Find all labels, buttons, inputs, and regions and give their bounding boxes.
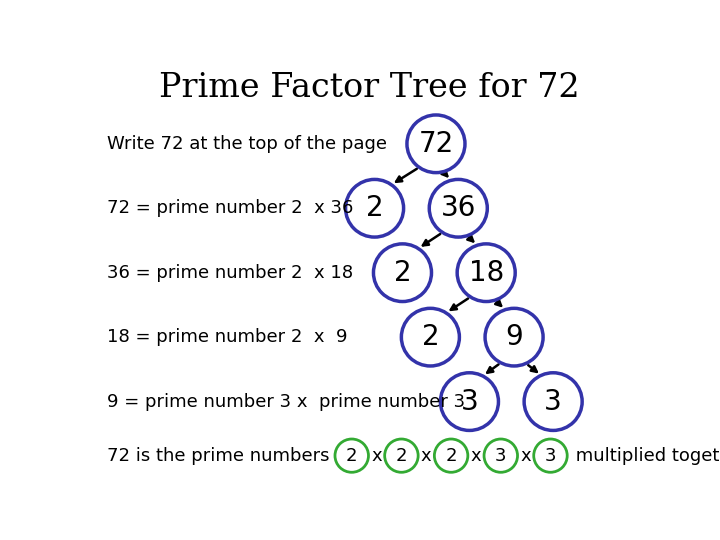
Ellipse shape	[524, 373, 582, 430]
Ellipse shape	[429, 179, 487, 237]
Text: multiplied together: multiplied together	[570, 447, 720, 464]
Text: 2: 2	[346, 447, 358, 464]
Text: 2: 2	[396, 447, 408, 464]
Text: 72 is the prime numbers: 72 is the prime numbers	[107, 447, 335, 464]
Ellipse shape	[401, 308, 459, 366]
Text: x: x	[521, 447, 531, 464]
Ellipse shape	[407, 115, 465, 173]
Text: Prime Factor Tree for 72: Prime Factor Tree for 72	[158, 72, 580, 104]
Ellipse shape	[335, 439, 369, 472]
Text: 2: 2	[446, 447, 457, 464]
Text: x: x	[372, 447, 382, 464]
Ellipse shape	[441, 373, 498, 430]
Text: 3: 3	[461, 388, 478, 416]
Ellipse shape	[457, 244, 516, 301]
Text: 2: 2	[366, 194, 383, 222]
Text: 9 = prime number 3 x  prime number 3: 9 = prime number 3 x prime number 3	[107, 393, 465, 410]
Text: 3: 3	[495, 447, 507, 464]
Text: 72 = prime number 2  x 36: 72 = prime number 2 x 36	[107, 199, 353, 217]
Text: 18: 18	[469, 259, 504, 287]
Text: x: x	[471, 447, 481, 464]
Text: 36 = prime number 2  x 18: 36 = prime number 2 x 18	[107, 264, 353, 282]
Text: 9: 9	[505, 323, 523, 351]
Text: 72: 72	[418, 130, 454, 158]
Ellipse shape	[484, 439, 518, 472]
Text: 3: 3	[544, 388, 562, 416]
Text: 36: 36	[441, 194, 476, 222]
Ellipse shape	[374, 244, 431, 301]
Ellipse shape	[434, 439, 468, 472]
Text: 18 = prime number 2  x  9: 18 = prime number 2 x 9	[107, 328, 347, 346]
Ellipse shape	[384, 439, 418, 472]
Text: 2: 2	[394, 259, 411, 287]
Text: 3: 3	[545, 447, 557, 464]
Text: Write 72 at the top of the page: Write 72 at the top of the page	[107, 135, 387, 153]
Ellipse shape	[346, 179, 404, 237]
Ellipse shape	[485, 308, 543, 366]
Text: x: x	[421, 447, 431, 464]
Ellipse shape	[534, 439, 567, 472]
Text: 2: 2	[422, 323, 439, 351]
